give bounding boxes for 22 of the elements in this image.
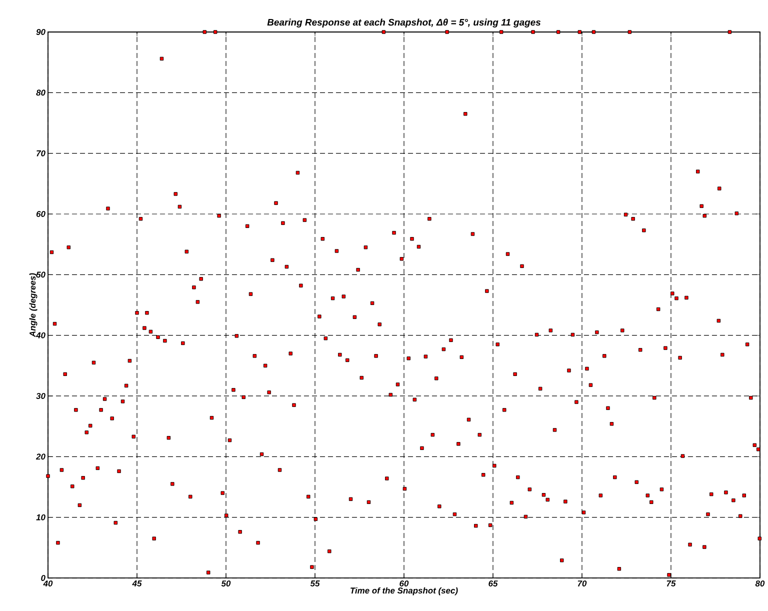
y-tick-label: 50 bbox=[36, 272, 46, 278]
x-axis-title: Time of the Snapshot (sec) bbox=[350, 587, 458, 596]
y-tick-label: 20 bbox=[36, 454, 46, 460]
y-tick-label: 10 bbox=[36, 514, 46, 520]
x-tick-label: 50 bbox=[221, 580, 231, 586]
chart-title: Bearing Response at each Snapshot, Δθ = 5°, using 11 gages bbox=[267, 18, 541, 28]
x-tick-label: 75 bbox=[666, 580, 676, 586]
y-tick-label: 80 bbox=[36, 90, 46, 96]
x-tick-label: 60 bbox=[400, 580, 409, 586]
x-tick-label: 80 bbox=[755, 580, 765, 586]
y-tick-label: 0 bbox=[41, 574, 46, 581]
x-tick-label: 65 bbox=[488, 580, 498, 586]
x-tick-label: 70 bbox=[578, 580, 587, 586]
x-tick-label: 55 bbox=[310, 580, 320, 586]
y-tick-label: 90 bbox=[36, 29, 46, 36]
y-axis-title: Angle (degrees) bbox=[29, 273, 38, 338]
y-tick-label: 70 bbox=[36, 150, 46, 156]
y-tick-label: 30 bbox=[36, 393, 46, 399]
x-tick-label: 40 bbox=[43, 580, 53, 586]
y-tick-label: 60 bbox=[36, 211, 46, 217]
y-tick-label: 40 bbox=[36, 332, 46, 338]
x-tick-label: 45 bbox=[132, 580, 142, 586]
